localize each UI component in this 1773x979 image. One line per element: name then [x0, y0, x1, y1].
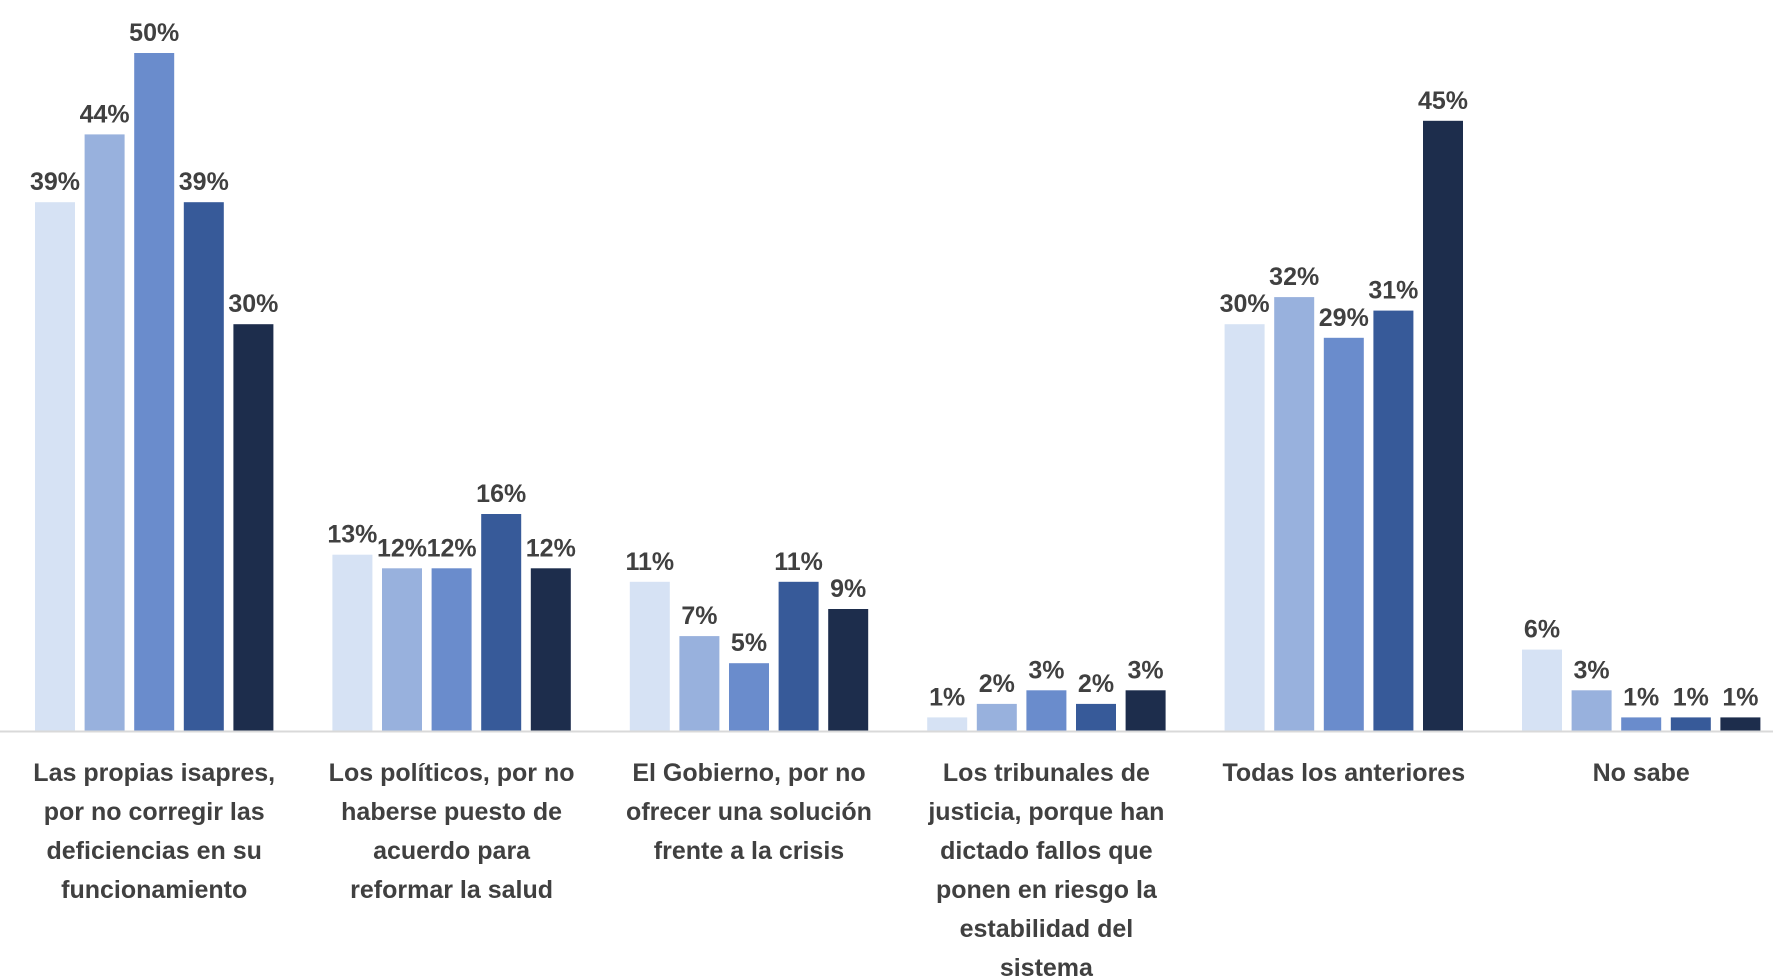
- bar-cat1-series4: [530, 568, 571, 731]
- bar-cat1-series1: [382, 568, 422, 731]
- data-label-cat4-series1: 32%: [1269, 263, 1319, 291]
- bar-cat2-series3: [778, 581, 819, 731]
- data-label-cat4-series0: 30%: [1220, 290, 1270, 318]
- data-label-cat1-series4: 12%: [526, 534, 576, 562]
- data-label-cat5-series1: 3%: [1574, 656, 1610, 684]
- data-label-cat0-series2: 50%: [129, 19, 179, 47]
- category-label-0-line-2: deficiencias en su: [47, 837, 262, 865]
- data-label-cat0-series1: 44%: [80, 100, 130, 128]
- bar-cat2-series2: [729, 663, 769, 731]
- bar-cat5-series3: [1670, 717, 1711, 731]
- data-label-cat1-series1: 12%: [377, 534, 427, 562]
- data-label-cat3-series4: 3%: [1128, 656, 1164, 684]
- data-label-cat2-series1: 7%: [681, 602, 717, 630]
- data-label-cat2-series4: 9%: [830, 575, 866, 603]
- bar-cat1-series3: [481, 514, 522, 731]
- data-label-cat1-series2: 12%: [427, 534, 477, 562]
- category-label-1-line-2: acuerdo para: [373, 837, 531, 865]
- category-label-2-line-0: El Gobierno, por no: [632, 759, 865, 787]
- category-label-3-line-5: sistema: [1000, 954, 1094, 979]
- data-label-cat5-series4: 1%: [1722, 683, 1758, 711]
- category-label-2-line-1: ofrecer una solución: [626, 798, 872, 826]
- data-label-cat2-series0: 11%: [625, 548, 674, 576]
- category-label-0-line-1: por no corregir las: [44, 798, 265, 826]
- data-label-cat3-series3: 2%: [1078, 670, 1114, 698]
- bar-cat4-series0: [1224, 324, 1265, 731]
- bar-cat3-series4: [1125, 690, 1166, 731]
- category-label-3-line-0: Los tribunales de: [943, 759, 1150, 787]
- bar-cat3-series1: [976, 703, 1017, 731]
- category-label-3-line-3: ponen en riesgo la: [936, 876, 1158, 904]
- data-label-cat0-series4: 30%: [228, 290, 278, 318]
- category-label-1-line-1: haberse puesto de: [341, 798, 562, 826]
- data-label-cat2-series2: 5%: [731, 629, 767, 657]
- bar-cat0-series3: [183, 202, 224, 731]
- bar-cat4-series4: [1423, 120, 1463, 732]
- bar-cat0-series2: [134, 53, 175, 731]
- bar-cat3-series0: [927, 717, 968, 731]
- bar-cat5-series0: [1522, 649, 1562, 731]
- bar-cat4-series3: [1373, 310, 1414, 731]
- data-label-cat2-series3: 11%: [774, 548, 823, 576]
- category-label-0-line-3: funcionamiento: [61, 876, 247, 904]
- bar-cat5-series1: [1571, 690, 1612, 731]
- category-label-1-line-3: reformar la salud: [350, 876, 553, 904]
- bar-cat4-series1: [1274, 297, 1315, 731]
- bar-cat2-series1: [679, 636, 720, 731]
- data-label-cat0-series0: 39%: [30, 168, 80, 196]
- data-label-cat3-series2: 3%: [1028, 656, 1064, 684]
- bar-cat0-series0: [35, 202, 75, 731]
- category-labels-layer: Las propias isapres, por no corregir las d…: [33, 759, 1690, 979]
- bar-cat2-series4: [828, 609, 869, 731]
- category-label-3-line-4: estabilidad del: [960, 915, 1134, 943]
- bar-cat3-series3: [1076, 703, 1116, 731]
- category-label-1-line-0: Los políticos, por no: [329, 759, 575, 787]
- bar-cat0-series4: [233, 324, 274, 731]
- data-label-cat4-series2: 29%: [1319, 304, 1369, 332]
- category-label-3-line-2: dictado fallos que: [940, 837, 1153, 865]
- data-label-cat0-series3: 39%: [179, 168, 229, 196]
- data-label-cat3-series1: 2%: [979, 670, 1015, 698]
- data-label-cat3-series0: 1%: [929, 683, 965, 711]
- data-label-cat1-series3: 16%: [476, 480, 526, 508]
- data-label-cat5-series3: 1%: [1673, 683, 1709, 711]
- category-label-4-line-0: Todas los anteriores: [1222, 759, 1465, 787]
- data-label-cat1-series0: 13%: [327, 521, 377, 549]
- bar-cat2-series0: [629, 581, 670, 731]
- bar-cat0-series1: [84, 134, 125, 731]
- data-label-cat5-series2: 1%: [1623, 683, 1659, 711]
- bars-layer: [35, 53, 1761, 732]
- bar-cat5-series4: [1720, 717, 1761, 731]
- data-labels-layer: 39%44%50%39%30%13% 12% 12%16%12% 11%7%5%11%…: [30, 19, 1758, 711]
- category-label-2-line-2: frente a la crisis: [654, 837, 844, 865]
- data-label-cat4-series3: 31%: [1368, 277, 1418, 305]
- data-label-cat5-series0: 6%: [1524, 616, 1560, 644]
- bar-cat1-series2: [431, 568, 472, 731]
- category-label-5-line-0: No sabe: [1593, 759, 1690, 787]
- bar-cat4-series2: [1323, 337, 1364, 731]
- category-label-0-line-0: Las propias isapres,: [33, 759, 275, 787]
- bar-cat1-series0: [332, 554, 373, 731]
- category-label-3-line-1: justicia, porque han: [927, 798, 1164, 826]
- bar-cat5-series2: [1621, 717, 1662, 731]
- bar-cat3-series2: [1026, 690, 1067, 731]
- data-label-cat4-series4: 45%: [1418, 87, 1468, 115]
